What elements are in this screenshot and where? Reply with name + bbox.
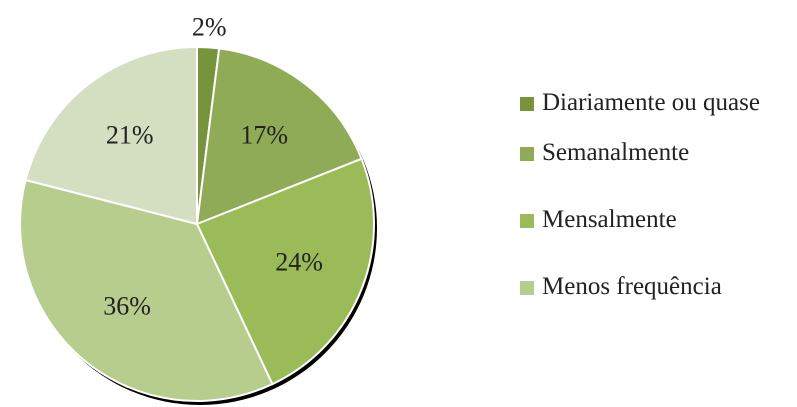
data-label: 17% (240, 120, 288, 149)
pie-slice (24, 45, 198, 226)
legend-swatch (520, 147, 534, 161)
legend-label: Mensalmente (542, 206, 677, 233)
legend-item: Mensalmente (520, 205, 770, 235)
legend-swatch (520, 281, 534, 295)
chart: 2% 17% 24% 36% 21% (19, 12, 377, 405)
legend-item: Diariamente ou quase (520, 88, 770, 118)
pie-slice (195, 47, 363, 226)
pie-slice (19, 178, 274, 402)
pie-slice (195, 157, 375, 386)
legend-label: Diariamente ou quase (542, 89, 760, 116)
legend-item: Semanalmente (520, 138, 770, 168)
legend-swatch (520, 214, 534, 228)
legend-label: Menos frequência (542, 273, 722, 300)
data-label: 21% (106, 120, 154, 149)
data-label: 2% (192, 12, 227, 41)
legend-swatch (520, 97, 534, 111)
data-label: 24% (275, 247, 323, 276)
data-label: 36% (103, 292, 151, 321)
legend-label: Semanalmente (542, 139, 690, 166)
legend-item: Menos frequência (520, 272, 770, 302)
